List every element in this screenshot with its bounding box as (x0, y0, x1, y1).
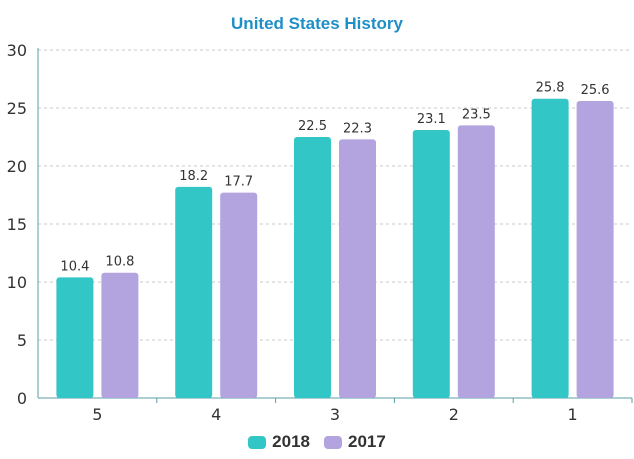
legend-item-series-2[interactable]: 2017 (324, 432, 386, 452)
legend-swatch-series-2 (324, 435, 342, 449)
bar-series-2[interactable] (457, 125, 495, 399)
bar-series-2[interactable] (339, 139, 376, 398)
data-label: 25.6 (581, 83, 610, 98)
legend-item-series-1[interactable]: 2018 (248, 432, 310, 452)
legend-label-series-1: 2018 (272, 432, 310, 451)
data-label: 23.5 (462, 107, 491, 122)
legend: 2018 2017 (0, 432, 634, 452)
data-label: 25.8 (536, 81, 565, 96)
bar-series-1[interactable] (175, 186, 213, 398)
data-label: 22.3 (343, 121, 372, 136)
y-tick-label: 20 (7, 157, 27, 176)
y-tick-label: 0 (17, 389, 27, 408)
labels: 0 5 10 15 20 25 30 5 10.4 10.8 4 18.2 17.7 3 22.5 22.3 2… (7, 41, 610, 424)
x-tick-label: 4 (211, 405, 221, 424)
chart-title: United States History (231, 14, 403, 33)
x-tick-label: 1 (568, 405, 578, 424)
bar-series-2[interactable] (576, 101, 614, 398)
data-label: 23.1 (417, 112, 446, 127)
axes (37, 48, 633, 403)
bar-series-1[interactable] (294, 137, 331, 398)
y-tick-label: 5 (17, 331, 27, 350)
x-tick-label: 3 (330, 405, 340, 424)
y-tick-label: 10 (7, 273, 27, 292)
legend-swatch-series-1 (248, 435, 267, 449)
y-tick-label: 25 (7, 99, 27, 118)
y-tick-label: 15 (7, 215, 27, 234)
data-label: 10.8 (105, 255, 134, 270)
x-tick-label: 2 (449, 405, 459, 424)
data-label: 10.4 (60, 259, 89, 274)
bar-series-2[interactable] (101, 272, 139, 398)
data-label: 22.5 (298, 119, 327, 134)
bar-series-2[interactable] (220, 192, 258, 398)
bar-series-1[interactable] (56, 277, 94, 398)
y-tick-label: 30 (7, 41, 27, 60)
bar-series-1[interactable] (412, 130, 450, 399)
bars (56, 98, 614, 399)
data-label: 18.2 (179, 169, 208, 184)
data-label: 17.7 (224, 175, 253, 190)
x-tick-label: 5 (92, 405, 102, 424)
bar-series-1[interactable] (531, 98, 569, 398)
legend-label-series-2: 2017 (348, 432, 386, 451)
